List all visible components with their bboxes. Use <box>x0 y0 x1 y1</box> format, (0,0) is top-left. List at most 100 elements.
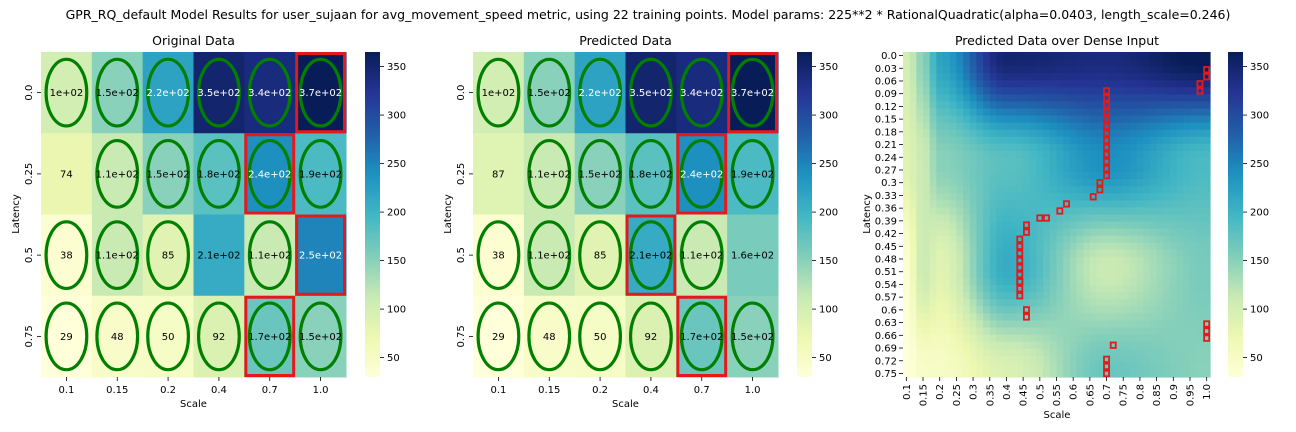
dense-cell <box>1143 108 1151 117</box>
dense-cell <box>929 52 937 60</box>
x-tick-label: 0.95 <box>1185 384 1196 406</box>
dense-cell <box>1049 278 1058 286</box>
dense-cell <box>1076 256 1084 265</box>
dense-cell <box>976 242 984 251</box>
dense-cell <box>929 327 937 336</box>
dense-cell <box>1003 52 1011 60</box>
dense-cell <box>1156 165 1164 173</box>
dense-cell <box>1149 66 1158 74</box>
dense-cell <box>1076 299 1084 307</box>
dense-cell <box>916 299 924 307</box>
dense-cell <box>956 299 964 307</box>
dense-cell <box>923 87 931 95</box>
dense-cell <box>916 292 924 300</box>
dense-cell <box>963 200 971 209</box>
dense-cell <box>923 52 931 60</box>
dense-cell <box>1089 172 1098 180</box>
dense-cell <box>1003 122 1011 131</box>
dense-cell <box>1129 313 1138 322</box>
dense-cell <box>949 136 957 145</box>
dense-cell <box>949 150 957 159</box>
dense-cell <box>1089 101 1098 110</box>
dense-cell <box>1016 150 1024 159</box>
dense-cell <box>969 235 978 244</box>
dense-cell <box>1036 186 1044 194</box>
boundary-markers <box>1016 66 1211 378</box>
training-point-marker <box>95 57 140 128</box>
dense-cell <box>1049 200 1058 209</box>
dense-cell <box>1096 73 1104 81</box>
dense-cell <box>903 369 911 378</box>
dense-cell <box>1189 172 1198 180</box>
dense-cell <box>1043 122 1051 131</box>
dense-cell <box>1143 59 1151 67</box>
dense-cell <box>1109 362 1118 371</box>
dense-cell <box>1116 59 1124 67</box>
y-tick-label: 0.24 <box>875 153 897 164</box>
dense-cell <box>1043 334 1051 343</box>
dense-cell <box>1203 172 1211 180</box>
dense-cell <box>1103 150 1111 159</box>
dense-cell <box>936 80 944 88</box>
dense-cell <box>909 306 917 315</box>
dense-cell <box>1163 94 1171 103</box>
dense-cell <box>1103 313 1111 322</box>
dense-cell <box>1189 200 1198 209</box>
dense-cell <box>1043 242 1051 251</box>
dense-cell <box>1003 271 1011 279</box>
dense-cell <box>1196 59 1204 67</box>
dense-cell <box>983 143 991 152</box>
dense-cell <box>1083 157 1091 166</box>
dense-cell <box>949 52 957 60</box>
dense-cell <box>976 59 984 67</box>
dense-cell <box>903 122 911 131</box>
dense-cell <box>1043 285 1051 293</box>
boundary-marker <box>1023 306 1030 314</box>
dense-cell <box>1009 172 1018 180</box>
boundary-marker <box>1023 221 1030 229</box>
dense-cell <box>1123 193 1131 201</box>
dense-cell <box>916 179 924 187</box>
dense-cell <box>1003 150 1011 159</box>
dense-cell <box>983 52 991 60</box>
dense-cell <box>949 285 957 293</box>
dense-cell <box>903 348 911 357</box>
dense-cell <box>929 221 937 230</box>
dense-cell <box>1069 150 1078 159</box>
dense-cell <box>909 263 917 272</box>
dense-cell <box>1016 122 1024 131</box>
dense-cell <box>983 235 991 244</box>
dense-cell <box>936 228 944 237</box>
dense-cell <box>996 87 1004 95</box>
dense-cell <box>1029 186 1038 194</box>
dense-cell <box>983 242 991 251</box>
dense-cell <box>1116 52 1124 60</box>
cell-value-label: 48 <box>543 332 556 343</box>
panel-predicted: Predicted Data 1e+02 1.5e+02 2.2e+02 3.5e+0… <box>443 33 838 410</box>
dense-cell <box>1063 150 1071 159</box>
dense-cell <box>1149 327 1158 336</box>
dense-cell <box>929 285 937 293</box>
dense-cell <box>956 327 964 336</box>
dense-cell <box>1163 172 1171 180</box>
dense-cell <box>1183 306 1191 315</box>
dense-cell <box>943 292 951 300</box>
dense-cell <box>1103 80 1111 88</box>
dense-cell <box>909 320 917 329</box>
dense-cell <box>1196 299 1204 307</box>
dense-cell <box>1109 327 1118 336</box>
dense-cell <box>1023 242 1031 251</box>
dense-cell <box>923 355 931 364</box>
dense-cell <box>1129 263 1138 272</box>
dense-cell <box>976 200 984 209</box>
dense-cell <box>1096 327 1104 336</box>
dense-cell <box>1016 87 1024 95</box>
boundary-marker <box>1103 150 1110 159</box>
dense-cell <box>1183 200 1191 209</box>
dense-cell <box>956 157 964 166</box>
dense-cell <box>1036 143 1044 152</box>
dense-cell <box>903 249 911 258</box>
dense-cell <box>1083 334 1091 343</box>
dense-cell <box>1036 80 1044 88</box>
dense-cell <box>1189 299 1198 307</box>
